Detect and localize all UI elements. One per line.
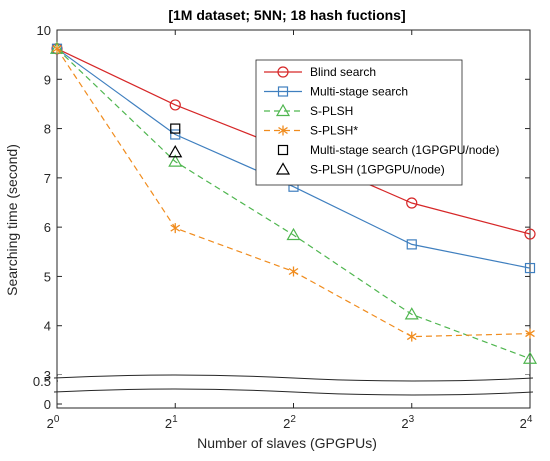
series-2-point-4 [522,351,538,364]
series-3-point-1-stroke [170,224,181,232]
legend-entry-0: Blind search [310,65,376,79]
y-tick-label-0: 3 [44,368,51,383]
legend-entry-1: Multi-stage search [310,85,408,99]
x-tick-label-1: 21 [165,414,178,431]
y-tick-label-6: 9 [44,72,51,87]
x-tick-label-0: 20 [47,414,60,431]
legend-marker-2 [275,103,291,117]
x-tick-label-4: 24 [520,414,533,431]
y-break-tick-label-0: 0.5 [33,374,51,389]
x-axis-label: Number of slaves (GPGPUs) [197,435,377,451]
legend-marker-3 [278,125,288,136]
series-1-point-3 [406,239,417,250]
axis-break-line-0 [53,374,534,382]
series-2-point-3 [404,307,419,320]
series-0-point-3 [406,197,418,209]
y-break-tick-label-1: 0 [44,397,51,412]
series-3-point-3-stroke [406,333,417,341]
series-3-point-2 [288,266,299,277]
legend-entry-3: S-PLSH* [310,124,358,138]
series-1-point-4 [524,262,536,274]
x-tick-label-2: 22 [283,414,296,431]
legend-marker-4 [277,144,289,156]
series-line-1 [56,48,531,269]
legend-entry-2: S-PLSH [310,104,353,118]
series-4-point-0 [170,123,181,134]
series-3-point-0-stroke [52,45,62,53]
y-tick-label-4: 7 [44,171,51,186]
y-tick-label-3: 6 [44,220,51,235]
y-tick-label-1: 4 [44,319,51,334]
legend-marker-3-stroke [278,126,288,135]
axis-break-line-1 [53,388,534,396]
axis-break-mask [58,375,529,395]
series-3-point-1 [170,223,181,234]
legend-entry-5: S-PLSH (1GPGPU/node) [310,163,445,177]
series-0-point-1 [169,99,181,111]
series-3-point-0 [52,43,62,54]
legend: Blind search Multi-stage search S-PLSH S-PL… [255,59,499,186]
legend-marker-0 [277,66,289,78]
series-3-point-3 [406,331,417,342]
series-1-point-1 [170,129,181,140]
y-axis-label: Searching time (second) [4,144,20,296]
series-2-point-2 [286,227,301,241]
x-tick-label-3: 23 [401,414,414,431]
chart-title: [1M dataset; 5NN; 18 hash fuctions] [168,7,405,23]
series-3-point-4 [525,328,535,339]
series-5-point-0 [168,145,183,158]
legend-box [255,59,463,186]
y-tick-label-5: 8 [44,122,51,137]
legend-entry-4: Multi-stage search (1GPGPU/node) [310,143,499,157]
series-0-point-4 [524,228,536,240]
y-tick-label-2: 5 [44,269,51,284]
series-line-2 [56,48,531,360]
series-3-point-2-stroke [288,267,299,276]
legend-marker-5 [275,162,291,175]
y-tick-label-7: 10 [37,23,51,38]
legend-marker-1 [277,86,289,97]
series-2-point-1 [168,154,183,167]
series-3-point-4-stroke [525,330,535,338]
